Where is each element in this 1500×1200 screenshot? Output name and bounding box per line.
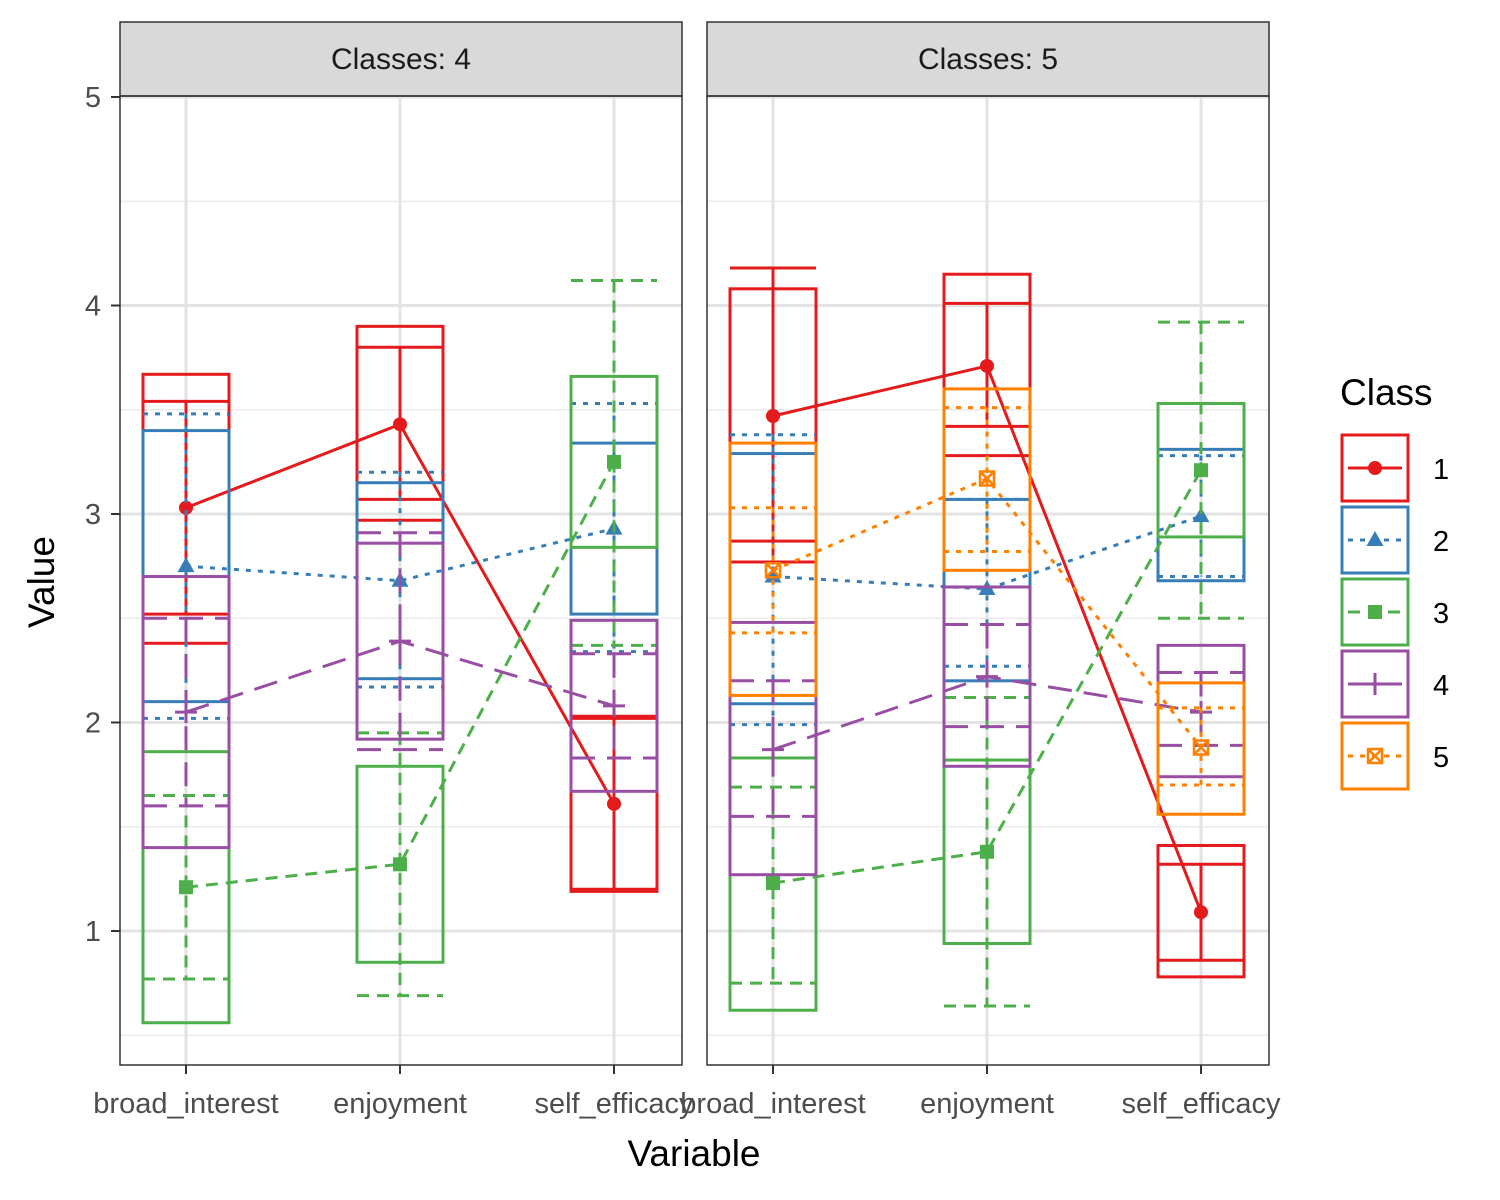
mean-point: [1192, 739, 1210, 756]
class-box: [728, 620, 818, 877]
facet-strip-label: Classes: 4: [331, 43, 471, 76]
legend-label: 5: [1433, 742, 1449, 774]
x-tick-label: enjoyment: [333, 1088, 467, 1120]
legend-item-class-5: 5: [1340, 721, 1449, 791]
legend-key-marker: [1366, 747, 1384, 765]
legend-title: Class: [1340, 372, 1433, 413]
y-tick-label: 5: [85, 82, 101, 114]
mean-point: [1192, 507, 1210, 523]
facet-strip: [119, 21, 683, 97]
legend-key-marker: [1368, 605, 1382, 619]
legend-key-marker: [1366, 531, 1384, 546]
facet-strip: [706, 21, 1270, 97]
mean-point: [766, 876, 780, 891]
mean-point: [980, 358, 994, 373]
axes: Variable Value 1 2 3 4 5: [21, 82, 761, 1174]
mean-line: [772, 469, 1203, 885]
mean-point: [1194, 905, 1208, 920]
y-tick-label: 3: [85, 499, 101, 531]
mean-point: [393, 417, 407, 432]
legend-label: 1: [1433, 454, 1449, 486]
class-box: [942, 272, 1032, 458]
mean-line: [185, 461, 616, 889]
class-box: [728, 441, 818, 697]
legend-item-class-4: 4: [1340, 649, 1449, 719]
mean-point: [980, 844, 994, 859]
series-class-3: [728, 320, 1246, 1012]
class-box: [355, 324, 445, 522]
series-class-4: [141, 531, 659, 850]
mean-point: [175, 701, 197, 724]
series-class-5: [728, 387, 1246, 816]
mean-point: [393, 857, 407, 872]
x-tick-label: self_efficacy: [534, 1088, 694, 1120]
legend-label: 2: [1433, 526, 1449, 558]
mean-point: [762, 738, 784, 761]
class-box: [942, 585, 1032, 768]
mean-point: [179, 880, 193, 895]
y-axis-title: Value: [21, 536, 62, 628]
panel-classes-5: Classes: 5 broad_interest enjoyment self_ef…: [680, 21, 1281, 1120]
series-class-1: [728, 266, 1246, 979]
mean-line: [185, 527, 615, 583]
x-tick-label: self_efficacy: [1121, 1088, 1281, 1120]
class-box: [1156, 681, 1246, 816]
mean-point: [607, 796, 621, 811]
class-box: [141, 750, 231, 1025]
panel-classes-4: Classes: 4 broad_interest enjoyment self_ef…: [93, 21, 694, 1120]
x-axis-title: Variable: [627, 1133, 760, 1174]
x-tick-label: enjoyment: [920, 1088, 1054, 1120]
class-box: [141, 575, 231, 850]
y-tick-label: 4: [85, 291, 101, 323]
legend: Class 1 2 3 4 5: [1340, 372, 1449, 791]
mean-point: [179, 500, 193, 515]
facet-strip-label: Classes: 5: [918, 43, 1058, 76]
legend-key-marker: [1364, 673, 1386, 695]
mean-point: [177, 557, 195, 573]
mean-point: [978, 470, 996, 487]
y-tick-label: 2: [85, 708, 101, 740]
x-tick-label: broad_interest: [680, 1088, 865, 1120]
mean-point: [764, 562, 782, 579]
plot-panels: Classes: 4 broad_interest enjoyment self_ef…: [93, 21, 1281, 1120]
legend-key-marker: [1368, 461, 1382, 475]
y-tick-label: 1: [85, 916, 101, 948]
mean-point: [603, 694, 625, 717]
class-box: [1156, 844, 1246, 979]
legend-item-class-1: 1: [1340, 433, 1449, 503]
mean-point: [976, 665, 998, 688]
series-class-3: [141, 278, 659, 1025]
class-box: [942, 387, 1032, 572]
legend-item-class-3: 3: [1340, 577, 1449, 647]
x-tick-label: broad_interest: [93, 1088, 278, 1120]
mean-point: [1194, 463, 1208, 478]
mean-point: [766, 409, 780, 424]
legend-item-class-2: 2: [1340, 505, 1449, 575]
mean-point: [389, 630, 411, 653]
mean-point: [764, 567, 782, 583]
class-box: [569, 618, 659, 793]
mean-point: [607, 454, 621, 469]
legend-label: 4: [1433, 670, 1449, 702]
legend-label: 3: [1433, 598, 1449, 630]
